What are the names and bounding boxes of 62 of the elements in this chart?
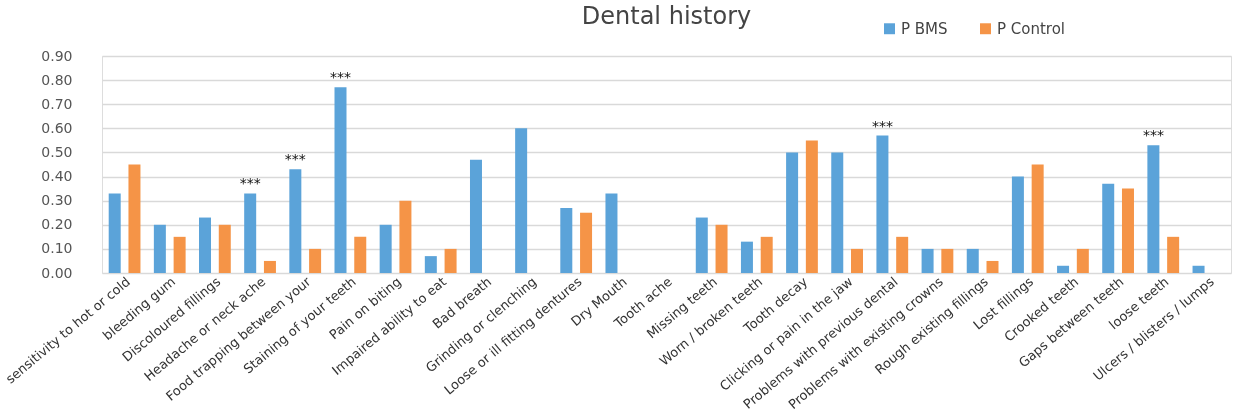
bar [805, 140, 818, 273]
y-tick-label: 0.50 [41, 143, 73, 160]
bar [896, 236, 909, 273]
bar [941, 248, 954, 273]
bar [354, 236, 367, 273]
bar [424, 256, 437, 273]
bar [1057, 265, 1070, 273]
bar [334, 87, 347, 273]
bar [153, 224, 166, 273]
bar [1076, 248, 1089, 273]
bar [1011, 176, 1024, 273]
chart-title: Dental history [581, 2, 752, 30]
bar [986, 260, 999, 273]
bar [605, 193, 618, 273]
bar [560, 207, 573, 273]
bar [263, 260, 276, 273]
bar [580, 212, 593, 273]
bar [399, 200, 412, 273]
bar [876, 135, 889, 273]
y-tick-label: 0.20 [41, 216, 73, 233]
bar [1167, 236, 1180, 273]
y-tick-label: 0.60 [41, 119, 73, 136]
data-label: *** [871, 117, 893, 134]
bar [786, 152, 799, 273]
bar [740, 241, 753, 273]
bar [1147, 145, 1160, 273]
bar [695, 217, 708, 273]
data-label: *** [330, 69, 351, 86]
bar [1031, 164, 1044, 273]
bar [921, 248, 934, 273]
bar [244, 193, 257, 273]
bar [173, 236, 186, 273]
bar [444, 248, 457, 273]
y-tick-label: 0.10 [41, 240, 73, 257]
legend-label: P Control [997, 19, 1066, 38]
y-tick-label: 0.40 [41, 168, 73, 185]
data-label: *** [239, 175, 261, 192]
bar [289, 169, 302, 273]
y-tick-label: 0.70 [41, 95, 73, 112]
bar [128, 164, 141, 273]
y-tick-label: 0.90 [41, 47, 73, 64]
bar [469, 159, 482, 273]
bar [309, 248, 322, 273]
bar [715, 224, 728, 273]
bar [379, 224, 392, 273]
bar [1192, 265, 1205, 273]
data-label: *** [284, 151, 306, 168]
bar [1102, 183, 1115, 273]
bar [108, 193, 121, 273]
y-tick-label: 0.00 [41, 264, 73, 281]
bar [515, 128, 528, 273]
bar [1121, 188, 1134, 273]
legend-label: P BMS [901, 19, 948, 38]
data-label: *** [1142, 127, 1164, 144]
y-tick-label: 0.30 [41, 192, 73, 209]
bar [199, 217, 212, 273]
y-tick-label: 0.80 [41, 71, 73, 88]
bar [966, 248, 979, 273]
bar [218, 224, 231, 273]
bar [851, 248, 864, 273]
bar [831, 152, 844, 273]
bar [760, 236, 773, 273]
